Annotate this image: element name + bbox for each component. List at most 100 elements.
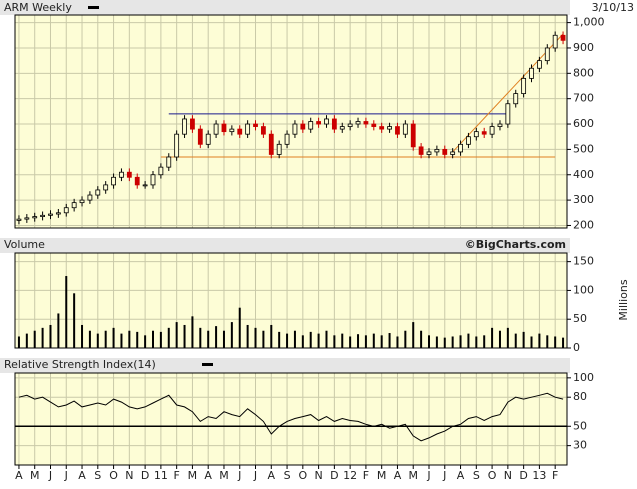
volume-bar bbox=[435, 336, 438, 348]
candle-body bbox=[560, 34, 566, 41]
candle-body bbox=[126, 171, 132, 178]
volume-bar bbox=[175, 322, 178, 348]
candle-body bbox=[458, 143, 463, 153]
x-tick-label: A bbox=[394, 469, 402, 482]
candle-body bbox=[308, 121, 314, 130]
candle-body bbox=[347, 123, 353, 127]
candle-body bbox=[150, 174, 156, 186]
candle-body bbox=[260, 126, 266, 135]
x-tick-label: A bbox=[457, 469, 465, 482]
candle-body bbox=[473, 131, 479, 138]
volume-bar bbox=[199, 327, 202, 348]
candle-body bbox=[505, 103, 511, 125]
volume-bar bbox=[270, 324, 273, 348]
volume-bar bbox=[349, 336, 352, 348]
candle-body bbox=[48, 213, 53, 216]
volume-bar bbox=[420, 330, 423, 348]
y-tick-label: 900 bbox=[573, 41, 594, 54]
candle-body bbox=[166, 156, 172, 168]
candle-body bbox=[544, 47, 550, 62]
x-tick-label: M bbox=[408, 469, 418, 482]
x-tick-label: F bbox=[363, 469, 369, 482]
candle-body bbox=[205, 133, 211, 145]
candle-body bbox=[442, 148, 448, 155]
candle-body bbox=[24, 217, 30, 220]
volume-bar bbox=[467, 333, 470, 348]
candle-body bbox=[253, 123, 258, 127]
candle-body bbox=[276, 143, 282, 155]
volume-bar bbox=[120, 333, 123, 348]
x-tick-label: J bbox=[426, 469, 430, 482]
candle-body bbox=[284, 133, 290, 145]
candle-body bbox=[158, 166, 164, 176]
candle-body bbox=[268, 133, 274, 155]
volume-bar bbox=[412, 322, 415, 348]
volume-bar bbox=[388, 333, 391, 348]
x-tick-label: S bbox=[94, 469, 101, 482]
candle-body bbox=[95, 189, 101, 196]
chart-title: ARM Weekly bbox=[4, 1, 72, 14]
candle-body bbox=[292, 123, 298, 135]
y-tick-label: 100 bbox=[573, 371, 594, 384]
plot-border bbox=[14, 14, 568, 229]
volume-bar bbox=[459, 335, 462, 348]
y-tick-label: 800 bbox=[573, 66, 594, 79]
candle-body bbox=[418, 146, 424, 155]
candle-body bbox=[79, 199, 85, 204]
volume-bar bbox=[246, 324, 249, 348]
header-bar bbox=[0, 358, 570, 373]
header-bar bbox=[0, 0, 570, 15]
plot-border bbox=[14, 372, 568, 466]
volume-bar bbox=[278, 331, 281, 348]
volume-bar bbox=[136, 331, 139, 348]
candle-body bbox=[300, 123, 306, 130]
volume-bar bbox=[443, 337, 446, 348]
candle-body bbox=[229, 128, 235, 133]
x-tick-label: J bbox=[442, 469, 446, 482]
candle-body bbox=[529, 67, 534, 79]
panel-title: Relative Strength Index(14) bbox=[4, 358, 156, 371]
y-tick-label: 1,000 bbox=[573, 16, 605, 29]
x-tick-label: F bbox=[173, 469, 179, 482]
volume-bar bbox=[475, 336, 478, 348]
volume-bar bbox=[159, 331, 162, 348]
candle-body bbox=[497, 123, 503, 127]
y-tick-label: 100 bbox=[573, 283, 594, 296]
candle-body bbox=[103, 184, 109, 191]
volume-bar bbox=[451, 336, 454, 348]
volume-bar bbox=[538, 333, 541, 348]
volume-bar bbox=[254, 327, 257, 348]
candle-body bbox=[142, 184, 148, 187]
x-tick-label: S bbox=[284, 469, 291, 482]
y-tick-label: 200 bbox=[573, 218, 594, 231]
plot-border bbox=[14, 252, 568, 349]
y-tick-label: 300 bbox=[573, 193, 594, 206]
x-tick-label: A bbox=[78, 469, 86, 482]
volume-bar bbox=[262, 330, 265, 348]
rsi-line bbox=[18, 392, 564, 442]
candle-body bbox=[355, 121, 361, 125]
volume-bar bbox=[546, 335, 549, 348]
volume-bar bbox=[238, 307, 241, 348]
volume-bar bbox=[341, 333, 344, 348]
candle-body bbox=[426, 151, 432, 155]
legend-swatch bbox=[202, 363, 213, 366]
candle-body bbox=[55, 212, 61, 215]
volume-bar bbox=[506, 327, 509, 348]
legend-swatch bbox=[88, 6, 99, 9]
candle-body bbox=[387, 126, 392, 130]
candle-body bbox=[213, 123, 219, 135]
y-tick-label: 500 bbox=[573, 142, 594, 155]
volume-bar bbox=[554, 336, 557, 348]
plot-area bbox=[15, 15, 567, 228]
volume-bar bbox=[498, 330, 501, 348]
volume-bar bbox=[33, 330, 36, 348]
plot-area bbox=[15, 253, 567, 348]
candle-body bbox=[379, 126, 385, 130]
candle-body bbox=[119, 171, 124, 178]
volume-bar bbox=[483, 335, 486, 348]
volume-bar bbox=[73, 293, 76, 348]
volume-bar bbox=[104, 330, 107, 348]
candle-body bbox=[481, 131, 487, 135]
